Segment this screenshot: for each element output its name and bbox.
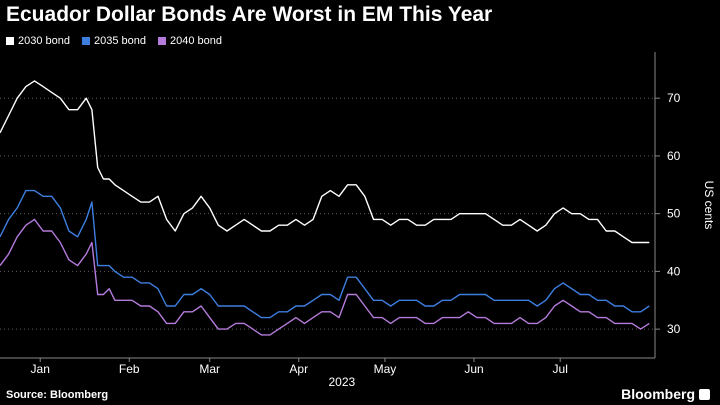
series-line-2040-bond bbox=[0, 218, 650, 336]
chart-title: Ecuador Dollar Bonds Are Worst in EM Thi… bbox=[6, 3, 493, 26]
y-tick-label-30: 30 bbox=[667, 322, 681, 336]
series-line-2030-bond bbox=[0, 80, 650, 244]
legend-swatch-2035 bbox=[82, 37, 90, 45]
y-axis: 30 40 50 60 70 US cents bbox=[654, 52, 716, 358]
legend-item-2035: 2035 bond bbox=[82, 35, 146, 47]
legend-label-2030: 2030 bond bbox=[18, 35, 70, 47]
legend-swatch-2030 bbox=[6, 37, 14, 45]
legend-label-2040: 2040 bond bbox=[170, 35, 222, 47]
x-tick-label-jan: Jan bbox=[31, 362, 50, 376]
x-tick-label-apr: Apr bbox=[289, 362, 308, 376]
x-tick-label-jun: Jun bbox=[464, 362, 483, 376]
brand-logo: Bloomberg bbox=[621, 386, 710, 402]
brand-mark-icon bbox=[699, 388, 710, 400]
series-layer bbox=[0, 80, 650, 336]
legend-item-2030: 2030 bond bbox=[6, 35, 70, 47]
source-note: Source: Bloomberg bbox=[6, 389, 109, 401]
y-axis-title: US cents bbox=[702, 181, 716, 230]
x-axis: Jan Feb Mar Apr May Jun Jul 2023 bbox=[0, 357, 655, 389]
y-tick-label-60: 60 bbox=[667, 149, 681, 163]
legend: 2030 bond 2035 bond 2040 bond bbox=[6, 35, 222, 47]
x-tick-label-jul: Jul bbox=[553, 362, 568, 376]
y-tick-label-40: 40 bbox=[667, 264, 681, 278]
x-axis-title: 2023 bbox=[329, 375, 356, 389]
legend-item-2040: 2040 bond bbox=[158, 35, 222, 47]
x-tick-label-mar: Mar bbox=[199, 362, 220, 376]
legend-swatch-2040 bbox=[158, 37, 166, 45]
y-tick-label-70: 70 bbox=[667, 91, 681, 105]
x-tick-label-may: May bbox=[374, 362, 397, 376]
legend-label-2035: 2035 bond bbox=[94, 35, 146, 47]
x-tick-label-feb: Feb bbox=[119, 362, 140, 376]
y-tick-label-50: 50 bbox=[667, 207, 681, 221]
brand-name: Bloomberg bbox=[621, 386, 695, 402]
series-line-2035-bond bbox=[0, 189, 650, 319]
